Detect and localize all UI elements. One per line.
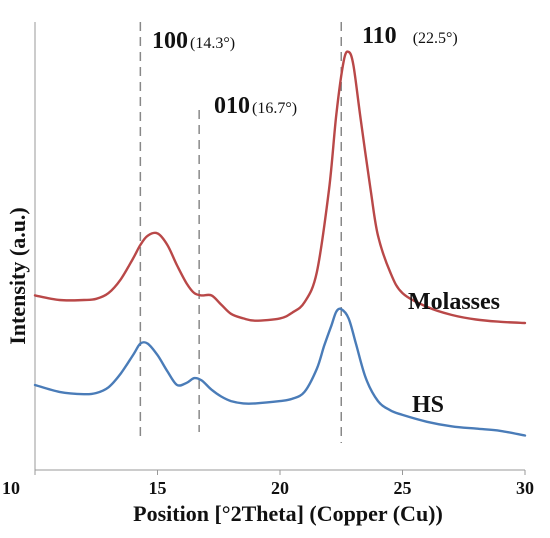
peak-label-110: 110 (22.5°) (362, 23, 458, 49)
x-tick-label: 20 (271, 478, 289, 498)
peak-index: 010 (214, 93, 250, 119)
series-line-molasses (33, 50, 527, 325)
x-tick-label: 10 (2, 478, 20, 498)
series-label-molasses: Molasses (408, 289, 500, 315)
peak-angle: (16.7°) (252, 100, 297, 117)
y-axis-title: Intensity (a.u.) (5, 207, 30, 345)
series-label-hs: HS (412, 392, 444, 418)
peak-index: 100 (152, 28, 188, 54)
peak-label-100: 100 (14.3°) (152, 28, 235, 54)
series-layer (33, 50, 527, 437)
peak-angle: (22.5°) (413, 30, 458, 47)
peak-index: 110 (362, 23, 397, 49)
labels-layer: Molasses HS (408, 289, 500, 418)
series-line-hs (33, 307, 527, 437)
x-axis-title: Position [°2Theta] (Copper (Cu)) (133, 501, 443, 526)
reference-lines: 100 (14.3°) 010 (16.7°) 110 (22.5°) (139, 22, 458, 443)
x-tick-label: 25 (394, 478, 412, 498)
peak-label-010: 010 (16.7°) (214, 93, 297, 119)
axes: 10 15 20 25 30 Position [°2Theta] (Copper (Cu… (2, 22, 534, 526)
peak-angle: (14.3°) (190, 35, 235, 52)
x-tick-label: 15 (149, 478, 167, 498)
x-tick-label: 30 (516, 478, 534, 498)
